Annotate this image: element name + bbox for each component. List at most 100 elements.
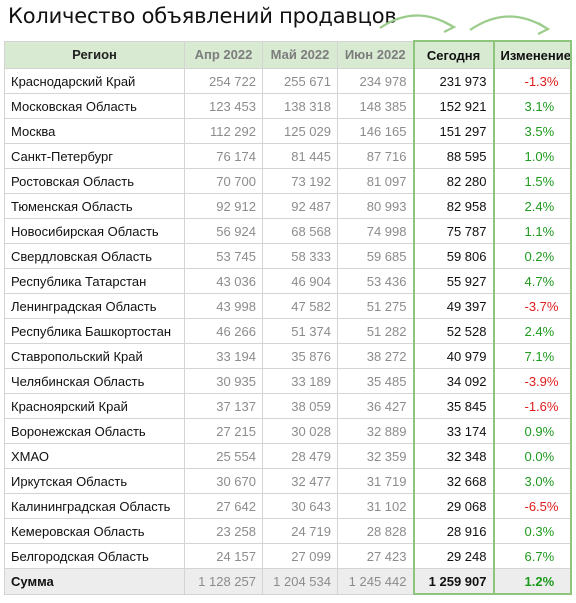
cell-change: 4.7%	[492, 268, 572, 294]
page-title: Количество объявлений продавцов	[8, 4, 397, 28]
cell-jun: 35 485	[337, 368, 414, 394]
cell-jun: 53 436	[337, 268, 414, 294]
cell-apr: 46 266	[184, 318, 263, 344]
cell-may: 27 099	[262, 543, 338, 569]
cell-region: Иркутская Область	[4, 468, 185, 494]
cell-today: 32 348	[412, 443, 495, 469]
table-row: Краснодарский Край 254 722 255 671 234 978 2…	[4, 68, 572, 94]
cell-jun: 31 719	[337, 468, 414, 494]
cell-may: 125 029	[262, 118, 338, 144]
table-row: Республика Татарстан 43 036 46 904 53 436 55…	[4, 268, 572, 294]
cell-region: Республика Башкортостан	[4, 318, 185, 344]
column-header-today: Сегодня	[412, 40, 495, 69]
table-row: Московская Область 123 453 138 318 148 385 1…	[4, 93, 572, 119]
cell-change: 1.5%	[492, 168, 572, 194]
cell-today: 32 668	[412, 468, 495, 494]
cell-region: Краснодарский Край	[4, 68, 185, 94]
cell-jun: 51 275	[337, 293, 414, 319]
cell-today: 40 979	[412, 343, 495, 369]
cell-today: 52 528	[412, 318, 495, 344]
cell-jun: 87 716	[337, 143, 414, 169]
cell-may: 28 479	[262, 443, 338, 469]
cell-apr: 56 924	[184, 218, 263, 244]
cell-change: 1.0%	[492, 143, 572, 169]
cell-jun: 31 102	[337, 493, 414, 519]
table-row: ХМАО 25 554 28 479 32 359 32 348 0.0%	[4, 443, 572, 469]
cell-apr: 53 745	[184, 243, 263, 269]
cell-apr: 123 453	[184, 93, 263, 119]
cell-change: 2.4%	[492, 318, 572, 344]
cell-region: Новосибирская Область	[4, 218, 185, 244]
cell-region: ХМАО	[4, 443, 185, 469]
table-row: Свердловская Область 53 745 58 333 59 685 59…	[4, 243, 572, 269]
cell-may: 32 477	[262, 468, 338, 494]
cell-region: Республика Татарстан	[4, 268, 185, 294]
arrow-head-icon	[443, 21, 457, 33]
cell-today: 59 806	[412, 243, 495, 269]
cell-region: Белгородская Область	[4, 543, 185, 569]
cell-change: -3.9%	[492, 368, 572, 394]
table-row: Воронежская Область 27 215 30 028 32 889 33 …	[4, 418, 572, 444]
cell-region: Ленинградская Область	[4, 293, 185, 319]
cell-apr: 25 554	[184, 443, 263, 469]
cell-apr: 37 137	[184, 393, 263, 419]
cell-today: 49 397	[412, 293, 495, 319]
cell-region: Красноярский Край	[4, 393, 185, 419]
cell-change: -3.7%	[492, 293, 572, 319]
cell-jun: 146 165	[337, 118, 414, 144]
total-row: Сумма 1 128 257 1 204 534 1 245 442 1 25…	[4, 568, 572, 595]
column-header-apr: Апр 2022	[184, 40, 263, 69]
total-label: Сумма	[4, 568, 185, 595]
table-row: Ставропольский Край 33 194 35 876 38 272 40 …	[4, 343, 572, 369]
arrow-icon	[469, 15, 547, 31]
cell-may: 255 671	[262, 68, 338, 94]
cell-apr: 254 722	[184, 68, 263, 94]
cell-may: 81 445	[262, 143, 338, 169]
arrow-head-icon	[537, 22, 551, 35]
cell-jun: 28 828	[337, 518, 414, 544]
table-row: Санкт-Петербург 76 174 81 445 87 716 88 595 1…	[4, 143, 572, 169]
cell-today: 151 297	[412, 118, 495, 144]
cell-jun: 59 685	[337, 243, 414, 269]
cell-today: 29 248	[412, 543, 495, 569]
cell-region: Тюменская Область	[4, 193, 185, 219]
cell-region: Челябинская Область	[4, 368, 185, 394]
table-row: Калининградская Область 27 642 30 643 31 10…	[4, 493, 572, 519]
cell-change: -1.3%	[492, 68, 572, 94]
cell-change: 0.2%	[492, 243, 572, 269]
cell-jun: 32 889	[337, 418, 414, 444]
column-header-change: Изменение	[492, 40, 572, 69]
cell-today: 55 927	[412, 268, 495, 294]
table-row: Челябинская Область 30 935 33 189 35 485 34 …	[4, 368, 572, 394]
cell-today: 29 068	[412, 493, 495, 519]
cell-region: Санкт-Петербург	[4, 143, 185, 169]
total-change: 1.2%	[492, 568, 572, 595]
table-row: Кемеровская Область 23 258 24 719 28 828 28 …	[4, 518, 572, 544]
cell-change: -1.6%	[492, 393, 572, 419]
cell-today: 231 973	[412, 68, 495, 94]
cell-apr: 92 912	[184, 193, 263, 219]
cell-apr: 112 292	[184, 118, 263, 144]
cell-change: 3.0%	[492, 468, 572, 494]
table-row: Тюменская Область 92 912 92 487 80 993 82 95…	[4, 193, 572, 219]
cell-apr: 27 215	[184, 418, 263, 444]
table-row: Белгородская Область 24 157 27 099 27 423 29…	[4, 543, 572, 569]
cell-region: Кемеровская Область	[4, 518, 185, 544]
cell-change: 3.5%	[492, 118, 572, 144]
cell-may: 68 568	[262, 218, 338, 244]
cell-change: 2.4%	[492, 193, 572, 219]
cell-may: 35 876	[262, 343, 338, 369]
cell-may: 58 333	[262, 243, 338, 269]
cell-may: 24 719	[262, 518, 338, 544]
table-row: Ленинградская Область 43 998 47 582 51 275 4…	[4, 293, 572, 319]
cell-today: 82 280	[412, 168, 495, 194]
listings-table: Регион Апр 2022 Май 2022 Июн 2022 Сегодн…	[4, 40, 572, 595]
table-row: Ростовская Область 70 700 73 192 81 097 82 2…	[4, 168, 572, 194]
cell-may: 30 643	[262, 493, 338, 519]
cell-today: 33 174	[412, 418, 495, 444]
cell-may: 33 189	[262, 368, 338, 394]
cell-apr: 30 670	[184, 468, 263, 494]
cell-change: 0.9%	[492, 418, 572, 444]
cell-today: 35 845	[412, 393, 495, 419]
table-row: Красноярский Край 37 137 38 059 36 427 35 84…	[4, 393, 572, 419]
